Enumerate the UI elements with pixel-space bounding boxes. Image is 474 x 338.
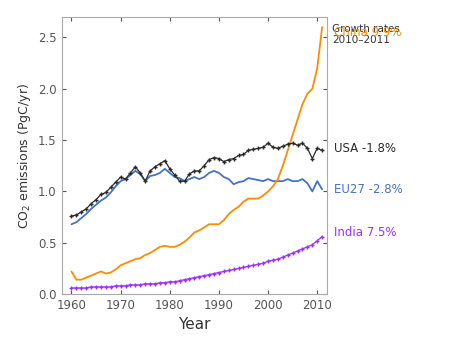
Text: India 7.5%: India 7.5%	[334, 226, 397, 239]
Text: EU27 -2.8%: EU27 -2.8%	[334, 183, 403, 196]
Y-axis label: CO$_2$ emissions (PgC/yr): CO$_2$ emissions (PgC/yr)	[16, 82, 33, 228]
Text: USA -1.8%: USA -1.8%	[334, 142, 396, 155]
Text: Growth rates
2010–2011: Growth rates 2010–2011	[332, 24, 400, 45]
X-axis label: Year: Year	[178, 317, 210, 333]
Text: China 9.9%: China 9.9%	[334, 26, 401, 39]
